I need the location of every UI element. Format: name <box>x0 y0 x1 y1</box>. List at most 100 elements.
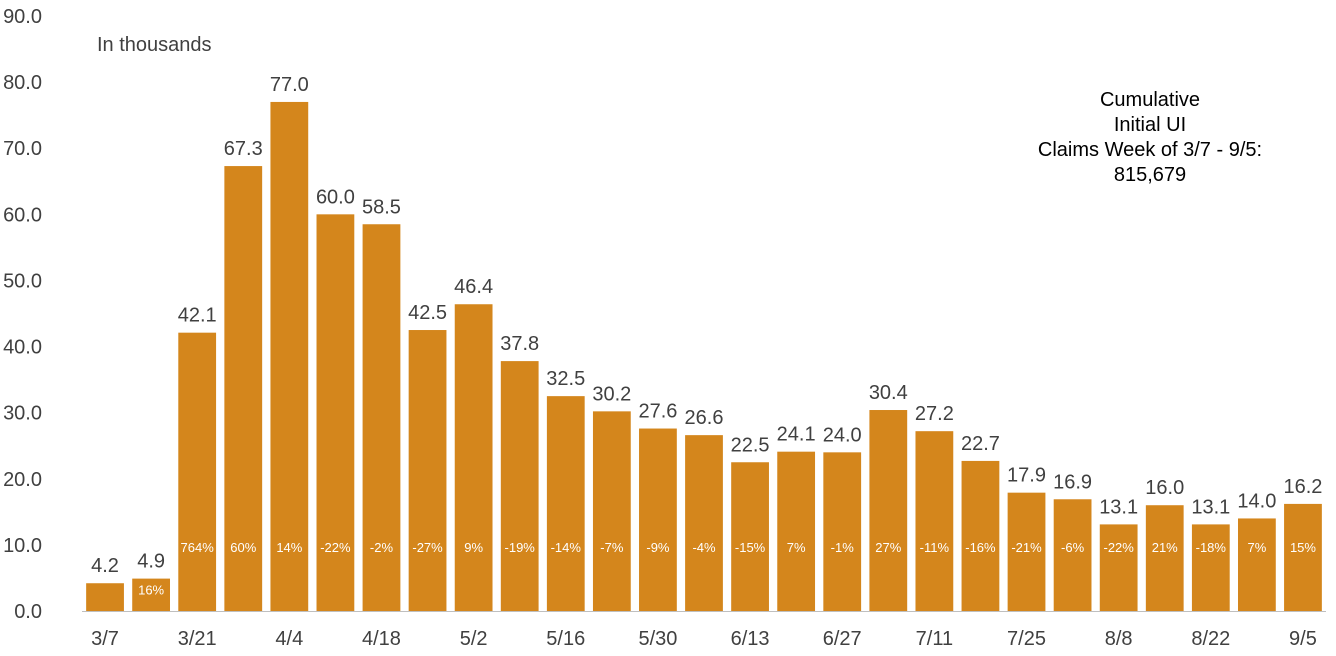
annotation-line-3: Claims Week of 3/7 - 9/5: <box>1037 139 1263 161</box>
bar <box>1284 503 1322 611</box>
cumulative-claims-annotation: Cumulative Initial UI Claims Week of 3/7… <box>1000 88 1300 188</box>
bar <box>86 583 124 611</box>
pct-change-label: -22% <box>320 540 351 555</box>
y-tick-label: 10.0 <box>3 535 42 557</box>
bar <box>224 166 263 612</box>
bar <box>823 452 862 611</box>
value-label: 60.0 <box>316 186 355 208</box>
y-tick-label: 40.0 <box>3 337 42 359</box>
value-label: 58.5 <box>362 196 401 218</box>
bar <box>777 451 816 611</box>
x-tick-label: 5/30 <box>638 628 677 650</box>
value-label: 4.9 <box>137 551 165 573</box>
bar <box>915 431 954 611</box>
x-tick-label: 7/25 <box>1007 628 1046 650</box>
bar <box>869 410 908 611</box>
value-label: 16.0 <box>1145 477 1184 499</box>
x-tick-label: 3/7 <box>91 628 119 650</box>
bar <box>362 224 401 611</box>
value-label: 42.1 <box>178 305 217 327</box>
pct-change-label: -15% <box>735 540 766 555</box>
pct-change-label: 9% <box>464 540 483 555</box>
value-label: 22.5 <box>731 434 770 456</box>
pct-change-label: 15% <box>1290 540 1316 555</box>
unit-label: In thousands <box>97 34 212 56</box>
bar <box>639 428 677 611</box>
pct-change-label: -16% <box>965 540 996 555</box>
y-tick-label: 0.0 <box>14 601 42 623</box>
pct-change-label: -27% <box>412 540 443 555</box>
bar <box>685 435 723 611</box>
pct-change-label: -18% <box>1196 540 1227 555</box>
value-label: 30.4 <box>869 382 908 404</box>
x-tick-label: 4/18 <box>362 628 401 650</box>
pct-change-label: 7% <box>787 540 806 555</box>
bar <box>270 101 309 611</box>
annotation-line-4: 815,679 <box>1113 164 1187 186</box>
pct-change-label: -2% <box>370 540 394 555</box>
value-label: 17.9 <box>1007 465 1046 487</box>
value-label: 22.7 <box>961 433 1000 455</box>
pct-change-label: -6% <box>1061 540 1085 555</box>
x-tick-label: 6/27 <box>823 628 862 650</box>
value-label: 77.0 <box>270 74 309 96</box>
bar <box>1145 505 1184 611</box>
pct-change-label: 14% <box>276 540 302 555</box>
bar <box>132 578 171 611</box>
y-tick-label: 20.0 <box>3 469 42 491</box>
value-label: 32.5 <box>546 368 585 390</box>
pct-change-label: 7% <box>1247 540 1266 555</box>
pct-change-label: 21% <box>1152 540 1178 555</box>
y-tick-label: 50.0 <box>3 270 42 292</box>
value-label: 37.8 <box>500 333 539 355</box>
bar <box>178 332 217 611</box>
x-tick-label: 7/11 <box>916 628 953 650</box>
pct-change-label: 60% <box>230 540 256 555</box>
value-label: 24.0 <box>823 424 862 446</box>
pct-change-label: -9% <box>646 540 670 555</box>
x-tick-label: 9/5 <box>1289 628 1317 650</box>
value-label: 4.2 <box>91 555 119 577</box>
bar <box>1237 518 1276 611</box>
value-label: 13.1 <box>1191 496 1230 518</box>
pct-change-label: -21% <box>1011 540 1042 555</box>
value-label: 46.4 <box>454 276 493 298</box>
value-label: 16.9 <box>1053 471 1092 493</box>
y-tick-label: 90.0 <box>3 6 42 28</box>
pct-change-label: -19% <box>505 540 536 555</box>
y-tick-label: 80.0 <box>3 72 42 94</box>
bar <box>1007 492 1046 611</box>
x-tick-label: 8/22 <box>1191 628 1230 650</box>
y-tick-label: 60.0 <box>3 204 42 226</box>
bar <box>592 411 631 611</box>
pct-change-label: -22% <box>1103 540 1134 555</box>
value-label: 67.3 <box>224 138 263 160</box>
y-tick-label: 30.0 <box>3 403 42 425</box>
bar <box>731 462 769 611</box>
pct-change-label: -11% <box>920 540 950 555</box>
pct-change-label: 16% <box>138 583 164 598</box>
bar <box>1099 524 1138 611</box>
x-tick-label: 6/13 <box>731 628 770 650</box>
annotation-line-2: Initial UI <box>1113 114 1187 136</box>
value-label: 30.2 <box>592 383 631 405</box>
x-tick-label: 5/2 <box>460 628 488 650</box>
bar <box>408 330 447 611</box>
pct-change-label: -1% <box>831 540 855 555</box>
pct-change-label: -4% <box>692 540 716 555</box>
value-label: 13.1 <box>1099 496 1138 518</box>
x-tick-label: 5/16 <box>546 628 585 650</box>
value-label: 14.0 <box>1237 490 1276 512</box>
bar <box>546 396 585 611</box>
x-tick-label: 8/8 <box>1105 628 1133 650</box>
bar <box>1053 499 1092 611</box>
bar <box>500 361 539 611</box>
pct-change-label: 27% <box>875 540 901 555</box>
bar <box>316 214 355 612</box>
value-label: 27.2 <box>915 403 954 425</box>
annotation-line-1: Cumulative <box>1099 89 1201 111</box>
pct-change-label: -14% <box>551 540 582 555</box>
value-label: 16.2 <box>1283 476 1322 498</box>
